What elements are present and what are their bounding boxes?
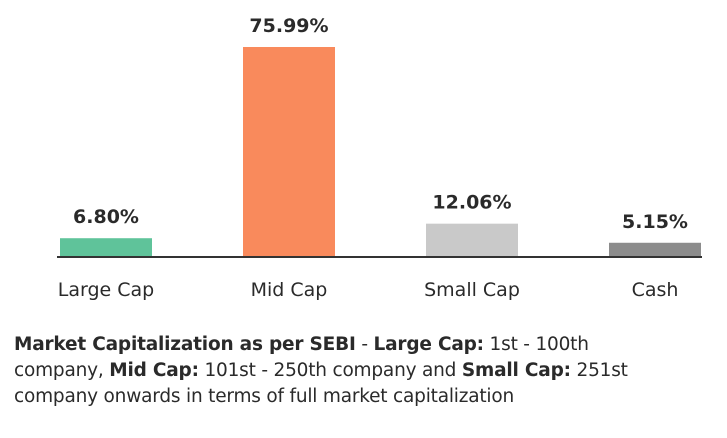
data-label-mid-cap: 75.99% [249, 15, 328, 37]
footnote-text: 251st [570, 360, 628, 381]
bar-chart: 6.80% Large Cap 75.99% Mid Cap 12.06% Small C… [57, 15, 702, 301]
data-label-cash: 5.15% [622, 211, 688, 233]
footnote-bold-small-cap: Small Cap: [461, 360, 571, 381]
data-label-small-cap: 12.06% [432, 192, 511, 214]
footnote: Market Capitalization as per SEBI - Larg… [14, 332, 719, 410]
bar-large-cap [60, 238, 152, 257]
footnote-text: 1st - 100th [483, 334, 589, 355]
footnote-line-2: company, Mid Cap: 101st - 250th company … [14, 358, 719, 384]
bar-cash [609, 242, 701, 257]
category-label-small-cap: Small Cap [424, 279, 520, 301]
footnote-bold-mid-cap: Mid Cap: [109, 360, 199, 381]
footnote-text: company onwards in terms of full market … [14, 386, 514, 407]
data-label-large-cap: 6.80% [73, 206, 139, 228]
bars-layer [60, 47, 701, 257]
footnote-text: 101st - 250th company and [198, 360, 462, 381]
category-label-large-cap: Large Cap [58, 279, 154, 301]
labels-layer: 6.80% Large Cap 75.99% Mid Cap 12.06% Small C… [58, 15, 688, 301]
bar-small-cap [426, 223, 518, 257]
footnote-line-3: company onwards in terms of full market … [14, 384, 719, 410]
footnote-line-1: Market Capitalization as per SEBI - Larg… [14, 332, 719, 358]
category-label-mid-cap: Mid Cap [251, 279, 328, 301]
category-label-cash: Cash [632, 279, 679, 301]
bar-mid-cap [243, 47, 335, 257]
footnote-bold-sebi: Market Capitalization as per SEBI [14, 334, 356, 355]
footnote-bold-large-cap: Large Cap: [373, 334, 485, 355]
footnote-text: - [355, 334, 374, 355]
footnote-text: company, [14, 360, 110, 381]
